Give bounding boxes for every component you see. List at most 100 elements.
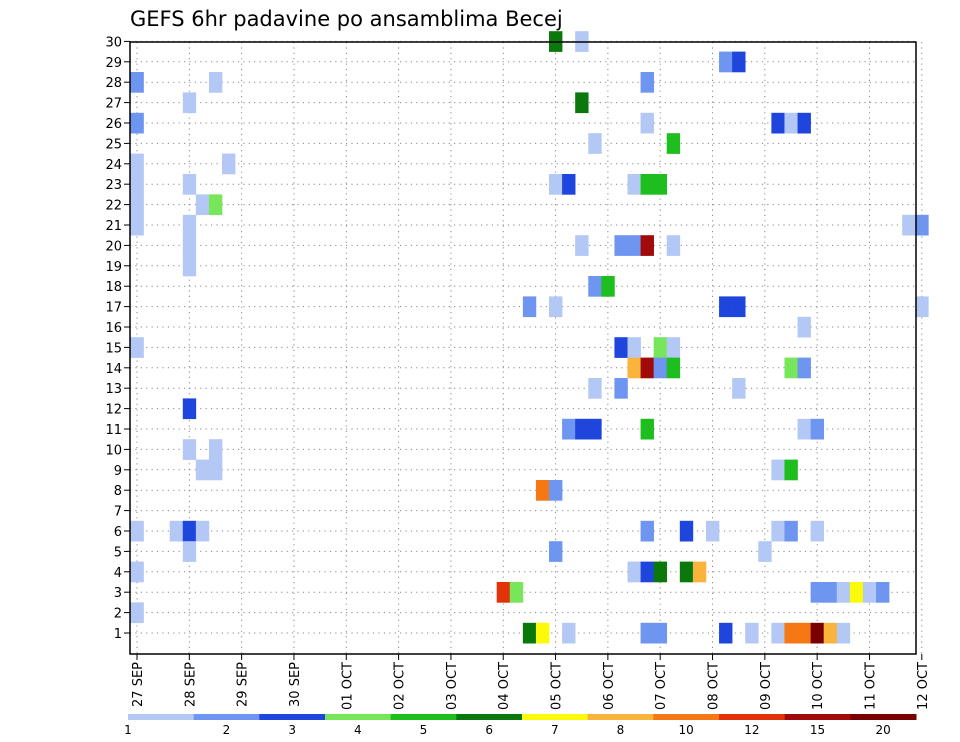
precip-cell [130, 561, 144, 583]
y-tick-label: 26 [105, 117, 122, 132]
x-tick-label: 09 OCT [759, 662, 774, 710]
precip-cell [862, 582, 877, 603]
precip-cell [666, 235, 681, 256]
y-tick-label: 13 [105, 382, 122, 397]
precip-cell [797, 357, 811, 379]
y-tick-label: 20 [105, 239, 122, 254]
precip-cell [535, 622, 550, 644]
precip-cell [627, 174, 641, 195]
precip-cell [575, 418, 589, 440]
precip-cell [771, 459, 785, 481]
precip-cell [562, 622, 576, 644]
precip-cell [588, 378, 602, 399]
precip-cell [640, 357, 654, 379]
x-tick-label: 12 OCT [916, 662, 931, 710]
precip-cell [182, 520, 197, 542]
precip-cell [588, 418, 602, 440]
y-tick-label: 18 [105, 280, 122, 295]
y-tick-label: 22 [105, 199, 122, 214]
precip-cell [182, 214, 197, 236]
precip-cell [130, 520, 144, 542]
x-axis: 27 SEP 28 SEP 29 SEP 30 SEP 01 OCT 02 OCT 03 O… [131, 654, 931, 710]
legend-label: 12 [744, 723, 759, 737]
precip-cell [222, 153, 236, 175]
precip-cell [601, 276, 615, 297]
legend-label: 7 [551, 723, 559, 737]
x-tick-label: 27 SEP [131, 662, 146, 707]
precip-cell [876, 582, 890, 603]
precip-cell [653, 337, 668, 358]
precip-cell [130, 214, 144, 236]
precip-cell [208, 459, 223, 481]
precip-cell [627, 235, 641, 256]
precip-cell [640, 174, 654, 195]
x-tick-label: 04 OCT [497, 662, 512, 710]
chart-title: GEFS 6hr padavine po ansamblima Becej [130, 7, 563, 31]
legend-label: 1 [124, 723, 132, 737]
precip-cell [549, 296, 563, 318]
y-axis: 1234567891011121314151617181920212223242… [105, 35, 130, 642]
x-tick-label: 10 OCT [811, 662, 826, 710]
precip-cell [614, 337, 628, 358]
precip-cell [522, 622, 537, 644]
legend-label: 4 [354, 723, 362, 737]
precip-cell [797, 112, 811, 134]
precip-cell [182, 92, 197, 114]
legend-label: 2 [223, 723, 231, 737]
plot-frame [129, 41, 917, 655]
precip-cell [836, 582, 851, 603]
y-tick-label: 5 [114, 545, 122, 560]
precip-cell [784, 520, 798, 542]
y-tick-label: 7 [114, 505, 122, 520]
precip-cell [496, 582, 511, 603]
y-tick-label: 29 [105, 56, 122, 71]
legend-label: 5 [420, 723, 428, 737]
precip-cell [130, 72, 144, 93]
y-tick-label: 28 [105, 76, 122, 91]
y-tick-label: 21 [105, 219, 122, 234]
precip-cell [195, 194, 210, 216]
precip-cell [666, 133, 681, 154]
precip-cell [719, 51, 733, 73]
precip-cell [130, 337, 144, 358]
precip-cell [562, 418, 576, 440]
y-tick-label: 6 [114, 525, 122, 540]
precip-cell [732, 51, 746, 73]
color-legend: 1 2 3 4 5 6 7 8 10 12 15 20 [124, 714, 917, 737]
precip-cell [784, 357, 798, 379]
precip-cell [640, 112, 654, 134]
y-tick-label: 25 [105, 137, 122, 152]
precip-cell [640, 520, 654, 542]
precip-cell [745, 622, 759, 644]
precip-cell [640, 622, 654, 644]
precip-cell [627, 337, 641, 358]
legend-swatch [390, 714, 457, 720]
legend-label: 10 [679, 723, 694, 737]
precip-cell [208, 439, 223, 460]
legend-swatch [850, 714, 917, 720]
y-tick-label: 2 [114, 607, 122, 622]
precip-cell [182, 174, 197, 195]
legend-label: 8 [617, 723, 625, 737]
precip-cell [705, 520, 720, 542]
x-tick-label: 29 SEP [236, 662, 251, 707]
precip-cell [732, 378, 746, 399]
y-tick-label: 3 [114, 586, 122, 601]
y-tick-label: 15 [105, 341, 122, 356]
y-tick-label: 30 [105, 35, 122, 50]
y-tick-label: 16 [105, 321, 122, 336]
precip-cell [627, 561, 641, 583]
legend-label: 3 [288, 723, 296, 737]
precip-cell [679, 561, 694, 583]
precip-cell [535, 480, 550, 501]
precip-cell [771, 622, 785, 644]
legend-swatch [325, 714, 392, 720]
y-tick-label: 9 [114, 464, 122, 479]
precip-cell [130, 194, 144, 216]
precip-cell [169, 520, 184, 542]
precip-cell [758, 541, 772, 562]
precip-cell [771, 520, 785, 542]
data-cells [130, 31, 929, 644]
precip-cell [784, 459, 798, 481]
